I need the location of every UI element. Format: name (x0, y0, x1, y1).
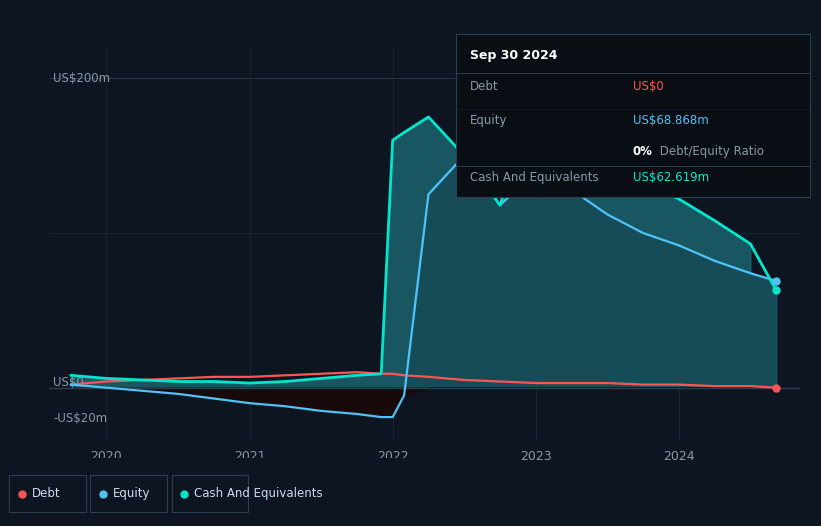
Text: Debt/Equity Ratio: Debt/Equity Ratio (656, 145, 764, 158)
Text: Cash And Equivalents: Cash And Equivalents (470, 171, 599, 184)
Text: Equity: Equity (470, 114, 507, 127)
Text: US$0: US$0 (53, 377, 84, 389)
Text: Sep 30 2024: Sep 30 2024 (470, 49, 557, 62)
FancyBboxPatch shape (172, 474, 249, 512)
Text: US$0: US$0 (633, 80, 663, 93)
Text: -US$20m: -US$20m (53, 412, 108, 425)
Text: Debt: Debt (470, 80, 498, 93)
Text: Cash And Equivalents: Cash And Equivalents (195, 487, 323, 500)
Text: Debt: Debt (32, 487, 60, 500)
Text: 0%: 0% (633, 145, 653, 158)
Text: US$62.619m: US$62.619m (633, 171, 709, 184)
FancyBboxPatch shape (9, 474, 86, 512)
Text: US$200m: US$200m (53, 72, 110, 85)
FancyBboxPatch shape (90, 474, 167, 512)
Text: Equity: Equity (113, 487, 150, 500)
Text: US$68.868m: US$68.868m (633, 114, 709, 127)
